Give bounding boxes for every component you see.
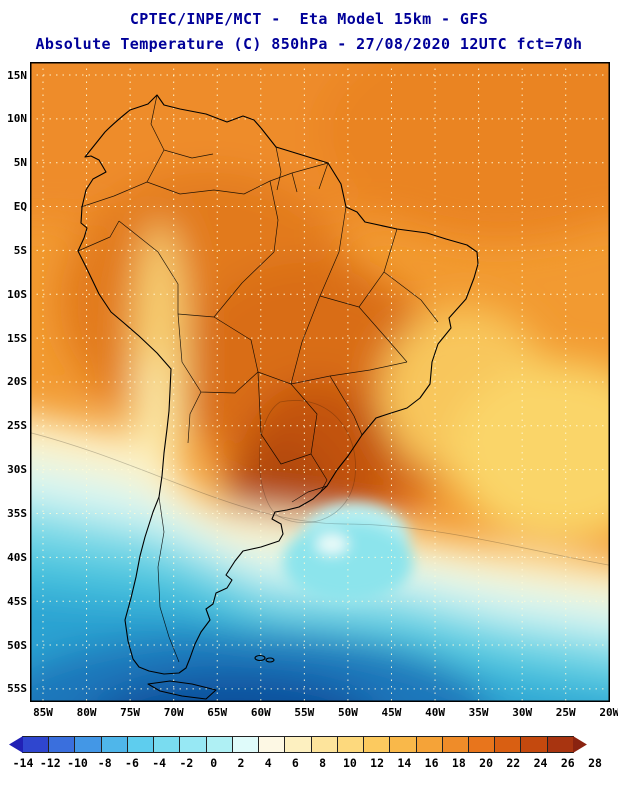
colorbar-value-16: 16 xyxy=(424,756,439,770)
lat-tick-25S: 25S xyxy=(7,419,27,433)
colorbar-value-18: 18 xyxy=(451,756,466,770)
lon-tick-60W: 60W xyxy=(250,706,271,719)
lon-tick-25W: 25W xyxy=(555,706,576,719)
colorbar-value-28: 28 xyxy=(588,756,602,770)
colorbar: -14 -12 -10 -8 -6 -4 -2 0 2 4 6 8 10 12 14 16 18 20 22 24 26… xyxy=(9,736,609,772)
lon-tick-85W: 85W xyxy=(33,706,53,719)
colorbar-segment xyxy=(441,736,469,753)
lon-tick-65W: 65W xyxy=(207,706,228,719)
title-line-1: CPTEC/INPE/MCT - Eta Model 15km - GFS xyxy=(129,10,489,28)
colorbar-value-10: 10 xyxy=(342,756,357,770)
colorbar-segment xyxy=(336,736,365,753)
title-block: CPTEC/INPE/MCT - Eta Model 15km - GFS Ab… xyxy=(0,0,618,57)
lat-tick-55S: 55S xyxy=(7,682,27,696)
colorbar-segment xyxy=(153,736,181,753)
lon-tick-45W: 45W xyxy=(381,706,402,719)
country-borders xyxy=(77,94,439,663)
colorbar-row xyxy=(9,736,609,753)
colorbar-segment xyxy=(179,736,207,753)
temperature-field xyxy=(30,62,610,702)
lat-axis: 15N 10N 5N EQ 5S 10S 15S 20S 25S 30S 35S 40S 45S 50S 5… xyxy=(0,62,30,702)
colorbar-segment xyxy=(389,736,417,753)
colorbar-segment xyxy=(100,736,128,753)
colorbar-segment xyxy=(284,736,312,753)
colorbar-value--6: -6 xyxy=(125,756,139,770)
colorbar-segment xyxy=(363,736,391,753)
lat-tick-40S: 40S xyxy=(7,550,27,564)
colorbar-segment xyxy=(48,736,76,753)
lon-tick-50W: 50W xyxy=(337,706,358,719)
lat-tick-10S: 10S xyxy=(7,287,27,301)
lon-tick-80W: 80W xyxy=(76,706,97,719)
colorbar-segment xyxy=(520,736,548,753)
colorbar-value--8: -8 xyxy=(97,756,112,770)
lat-tick-5S: 5S xyxy=(13,243,27,257)
lat-tick-EQ: EQ xyxy=(13,200,27,214)
colorbar-value-22: 22 xyxy=(506,756,521,770)
colorbar-value-6: 6 xyxy=(291,756,299,770)
contour-lines xyxy=(30,400,610,566)
lon-tick-40W: 40W xyxy=(425,706,445,719)
lat-tick-10N: 10N xyxy=(7,112,27,126)
lon-axis: 85W 80W 75W 70W 65W 60W 55W 50W 45W 40W 35W 30W 25W 2… xyxy=(30,706,618,722)
map-area: 15N 10N 5N EQ 5S 10S 15S 20S 25S 30S 35S 40S 45S 50S 5… xyxy=(0,62,618,724)
colorbar-segment xyxy=(415,736,443,753)
colorbar-value-26: 26 xyxy=(560,756,575,770)
map-canvas xyxy=(30,62,610,702)
colorbar-segment xyxy=(231,736,260,753)
lat-tick-30S: 30S xyxy=(7,463,27,477)
lon-tick-75W: 75W xyxy=(120,706,141,719)
weather-map-page: CPTEC/INPE/MCT - Eta Model 15km - GFS Ab… xyxy=(0,0,618,772)
grid-lines xyxy=(30,62,610,702)
colorbar-value-4: 4 xyxy=(264,756,272,770)
colorbar-value-2: 2 xyxy=(237,756,245,770)
lat-tick-35S: 35S xyxy=(7,507,27,520)
lat-tick-15S: 15S xyxy=(7,331,27,345)
lon-tick-20W: 20W xyxy=(599,706,618,719)
lat-tick-20S: 20S xyxy=(7,375,27,389)
colorbar-segment xyxy=(205,736,233,753)
colorbar-value-8: 8 xyxy=(319,756,327,770)
lon-tick-55W: 55W xyxy=(294,706,315,719)
colorbar-segment xyxy=(258,736,286,753)
colorbar-value--2: -2 xyxy=(179,756,194,770)
colorbar-value--12: -12 xyxy=(39,756,61,770)
colorbar-labels: -14 -12 -10 -8 -6 -4 -2 0 2 4 6 8 10 12 14 16 18 20 22 24 26… xyxy=(9,756,609,772)
colorbar-value-14: 14 xyxy=(397,756,412,770)
colorbar-value--10: -10 xyxy=(67,756,88,770)
colorbar-segment xyxy=(546,736,574,753)
colorbar-segment xyxy=(74,736,102,753)
title-line-2: Absolute Temperature (C) 850hPa - 27/08/… xyxy=(35,35,583,53)
map-frame xyxy=(30,62,610,702)
colorbar-value-24: 24 xyxy=(533,756,548,770)
lat-tick-15N: 15N xyxy=(7,68,27,82)
colorbar-value-12: 12 xyxy=(370,756,385,770)
colorbar-cap-left xyxy=(9,736,23,753)
colorbar-segment xyxy=(22,736,50,753)
colorbar-segment xyxy=(494,736,522,753)
colorbar-value-20: 20 xyxy=(479,756,494,770)
lon-tick-30W: 30W xyxy=(512,706,533,719)
colorbar-segment xyxy=(126,736,155,753)
colorbar-value--4: -4 xyxy=(152,756,167,770)
colorbar-segment xyxy=(467,736,496,753)
colorbar-cap-right xyxy=(572,736,587,753)
lon-tick-35W: 35W xyxy=(468,706,489,719)
colorbar-value-0: 0 xyxy=(210,756,218,770)
colorbar-segment xyxy=(310,736,338,753)
lon-tick-70W: 70W xyxy=(163,706,184,719)
lat-tick-50S: 50S xyxy=(7,638,27,652)
lat-tick-5N: 5N xyxy=(13,156,27,170)
colorbar-value--14: -14 xyxy=(12,756,34,770)
lat-tick-45S: 45S xyxy=(7,594,27,608)
